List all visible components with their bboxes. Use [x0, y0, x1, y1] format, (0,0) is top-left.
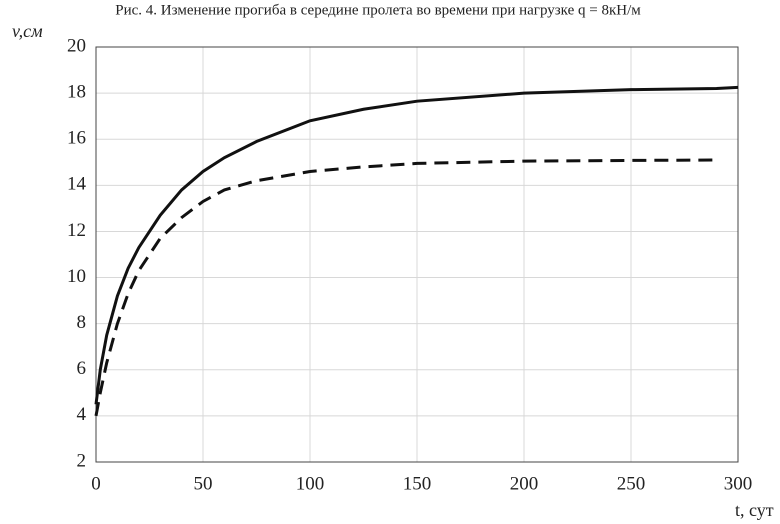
y-tick-label: 4 — [77, 404, 87, 425]
y-tick-label: 10 — [67, 266, 86, 287]
y-tick-label: 16 — [67, 128, 86, 149]
y-tick-label: 2 — [77, 450, 87, 471]
x-tick-label: 0 — [91, 473, 101, 494]
data-line — [94, 158, 717, 417]
chart-title: Рис. 4. Изменение прогиба в середине про… — [115, 2, 641, 18]
x-axis-label: t, сут — [735, 500, 774, 520]
y-tick-label: 12 — [67, 220, 86, 241]
y-axis-label: v,см — [12, 21, 43, 41]
y-tick-label: 20 — [67, 35, 86, 56]
y-tick-label: 6 — [77, 358, 87, 379]
x-tick-label: 100 — [296, 473, 325, 494]
y-tick-label: 18 — [67, 81, 86, 102]
y-tick-label: 14 — [67, 174, 87, 195]
plot-frame — [95, 46, 739, 463]
x-tick-label: 300 — [724, 473, 753, 494]
x-tick-label: 200 — [510, 473, 539, 494]
x-tick-label: 150 — [403, 473, 432, 494]
x-tick-label: 250 — [617, 473, 646, 494]
x-tick-label: 50 — [194, 473, 213, 494]
y-tick-label: 8 — [77, 312, 87, 333]
data-line — [94, 85, 739, 405]
